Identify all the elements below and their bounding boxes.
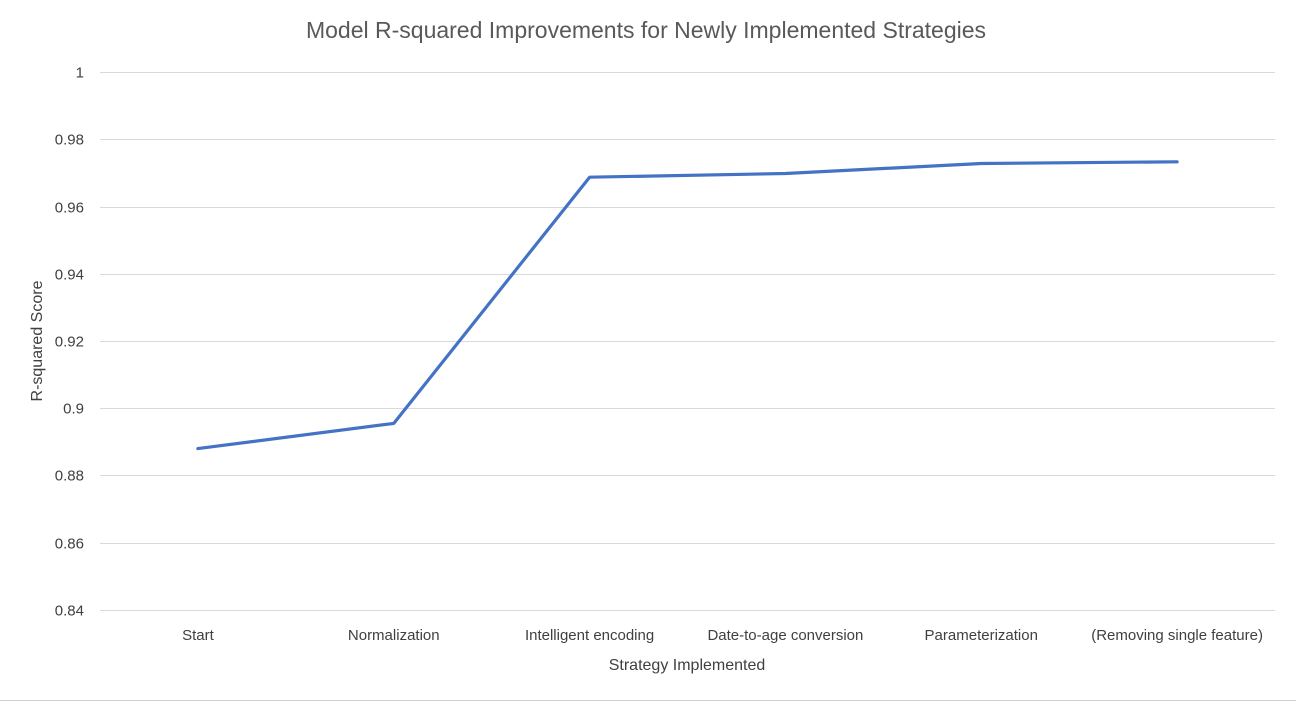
y-tick-label: 0.9 bbox=[63, 401, 84, 418]
x-axis-tick-labels: Start Normalization Intelligent encoding Da… bbox=[182, 627, 1263, 644]
y-axis-title: R-squared Score bbox=[29, 280, 46, 401]
x-tick-label: Date-to-age conversion bbox=[707, 627, 863, 644]
x-tick-label: Intelligent encoding bbox=[525, 627, 654, 644]
x-tick-label: Parameterization bbox=[925, 627, 1038, 644]
chart-title: Model R-squared Improvements for Newly I… bbox=[306, 17, 986, 43]
x-tick-label: Normalization bbox=[348, 627, 440, 644]
y-tick-label: 0.86 bbox=[55, 536, 84, 553]
y-tick-label: 1 bbox=[76, 65, 84, 82]
x-tick-label: Start bbox=[182, 627, 215, 644]
y-tick-label: 0.98 bbox=[55, 132, 84, 149]
series-line bbox=[196, 160, 1179, 451]
y-tick-label: 0.92 bbox=[55, 334, 84, 351]
y-tick-label: 0.96 bbox=[55, 200, 84, 217]
x-axis-title: Strategy Implemented bbox=[609, 657, 766, 674]
gridlines bbox=[100, 72, 1275, 611]
y-axis-tick-labels: 0.84 0.86 0.88 0.9 0.92 0.94 0.96 0.98 1 bbox=[55, 65, 84, 620]
series-group bbox=[196, 160, 1179, 451]
y-tick-label: 0.94 bbox=[55, 267, 84, 284]
y-tick-label: 0.88 bbox=[55, 468, 84, 485]
y-tick-label: 0.84 bbox=[55, 603, 84, 620]
x-tick-label: (Removing single feature) bbox=[1091, 627, 1263, 644]
